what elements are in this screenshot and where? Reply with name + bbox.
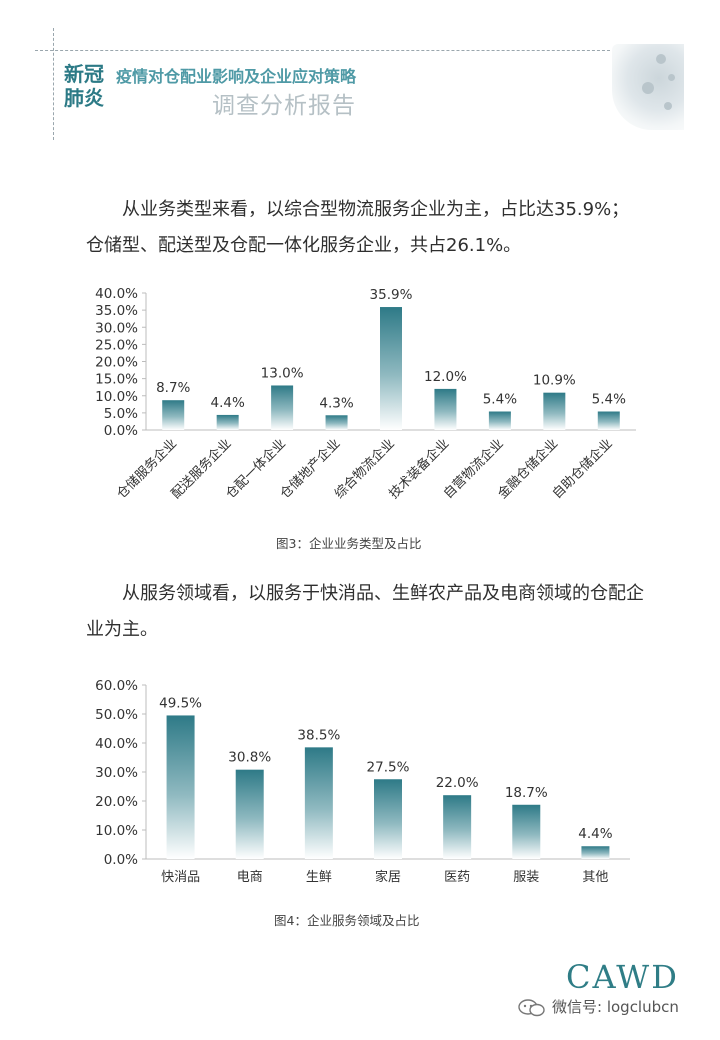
service-field-bar-chart: 0.0% 10.0% 20.0% 30.0% 40.0% 50.0% 60.0% 49.5% 快… xyxy=(95,678,630,885)
bar xyxy=(581,846,610,859)
bar xyxy=(443,795,472,859)
header-horizontal-divider xyxy=(35,50,615,51)
y-tick-label: 20.0% xyxy=(95,355,138,371)
figure-4-caption: 图4：企业服务领域及占比 xyxy=(274,913,420,928)
y-tick-label: 40.0% xyxy=(95,736,138,752)
virus-decoration-image xyxy=(612,44,684,130)
bar xyxy=(216,414,239,430)
data-label: 30.8% xyxy=(228,750,271,766)
y-tick-label: 15.0% xyxy=(95,372,138,388)
data-label: 4.3% xyxy=(319,395,353,411)
bar xyxy=(512,804,541,859)
category-label: 生鲜 xyxy=(306,870,332,885)
data-label: 13.0% xyxy=(261,365,304,381)
y-tick-label: 0.0% xyxy=(104,852,138,868)
category-label: 电商 xyxy=(237,870,263,885)
header-vertical-divider xyxy=(53,28,54,140)
data-label: 4.4% xyxy=(578,826,612,842)
business-type-bar-chart: 0.0%5.0%10.0%15.0%20.0% 25.0%30.0%35.0%40… xyxy=(95,286,636,502)
data-label: 38.5% xyxy=(297,727,340,743)
wechat-id: 微信号: logclubcn xyxy=(552,998,679,1016)
paragraph-business-types: 从业务类型来看，以综合型物流服务企业为主，占比达35.9%；仓储型、配送型及仓配… xyxy=(86,199,630,256)
y-tick-label: 40.0% xyxy=(95,286,138,302)
bar xyxy=(380,307,402,430)
y-tick-label: 10.0% xyxy=(95,823,138,839)
bar xyxy=(325,415,348,430)
header-subtitle: 疫情对仓配业影响及企业应对策略 xyxy=(116,67,357,86)
bar xyxy=(162,400,185,430)
category-label: 医药 xyxy=(444,870,470,885)
data-label: 5.4% xyxy=(483,392,517,408)
bar xyxy=(374,779,402,859)
data-label: 12.0% xyxy=(424,369,467,385)
category-label: 其他 xyxy=(582,870,608,885)
y-tick-label: 35.0% xyxy=(95,303,138,319)
data-label: 27.5% xyxy=(367,759,410,775)
data-label: 18.7% xyxy=(505,785,548,801)
bar xyxy=(271,385,294,430)
y-tick-label: 60.0% xyxy=(95,678,138,694)
figure-3-caption: 图3：企业业务类型及占比 xyxy=(276,536,422,551)
y-tick-label: 20.0% xyxy=(95,794,138,810)
header-tag: 新冠肺炎 xyxy=(64,62,104,110)
data-label: 4.4% xyxy=(211,395,245,411)
paragraph-service-fields: 从服务领域看，以服务于快消品、生鲜农产品及电商领域的仓配企业为主。 xyxy=(86,583,644,640)
data-label: 22.0% xyxy=(436,775,479,791)
y-tick-label: 10.0% xyxy=(95,389,138,405)
category-label: 家居 xyxy=(375,869,401,885)
category-label: 快消品 xyxy=(161,870,200,885)
bar xyxy=(166,715,195,859)
bar xyxy=(597,411,620,430)
y-tick-label: 50.0% xyxy=(95,707,138,723)
y-tick-label: 30.0% xyxy=(95,765,138,781)
bar xyxy=(434,388,457,430)
data-label: 49.5% xyxy=(159,695,202,711)
bar xyxy=(235,769,264,859)
data-label: 35.9% xyxy=(370,287,413,303)
y-tick-label: 25.0% xyxy=(95,337,138,353)
y-tick-label: 30.0% xyxy=(95,320,138,336)
cawd-logo: CAWD xyxy=(566,958,679,996)
y-tick-label: 5.0% xyxy=(104,406,138,422)
bar xyxy=(543,392,566,430)
bar xyxy=(488,411,511,430)
data-label: 8.7% xyxy=(156,380,190,396)
data-label: 5.4% xyxy=(592,392,626,408)
data-label: 10.9% xyxy=(533,373,576,389)
category-label: 服装 xyxy=(513,870,539,885)
wechat-icon xyxy=(518,999,545,1017)
y-tick-label: 0.0% xyxy=(104,423,138,439)
bar xyxy=(304,747,333,859)
header-title: 调查分析报告 xyxy=(212,93,356,119)
